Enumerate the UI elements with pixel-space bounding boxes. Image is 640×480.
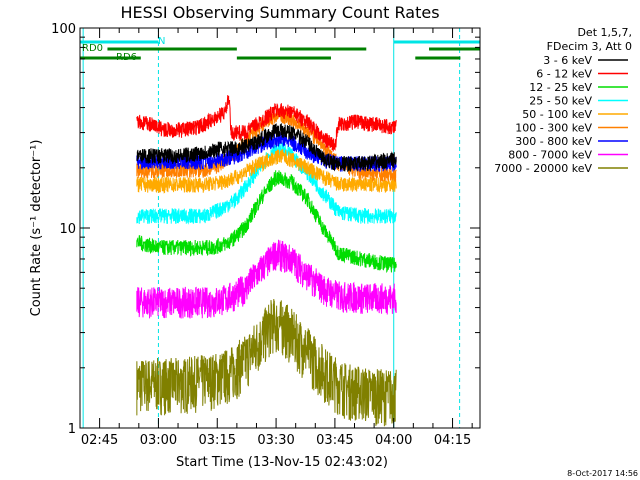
series-line-0 [136,122,397,172]
x-tick-label: 03:15 [199,433,236,448]
legend-label-6: 300 - 800 keV [515,135,592,148]
legend-label-7: 800 - 7000 keV [508,149,592,162]
legend-label-5: 100 - 300 keV [515,122,592,135]
annotation-label-rd0: RD0 [82,43,103,54]
legend-label-3: 25 - 50 keV [529,95,592,108]
legend-label-0: 3 - 6 keV [543,54,592,67]
x-tick-label: 03:45 [316,433,353,448]
series-line-1 [136,95,397,152]
series-line-2 [136,170,397,274]
x-tick-label: 04:15 [434,433,471,448]
y-tick-label: 100 [51,22,76,37]
annotation-label-n: N [158,36,165,47]
y-tick-label: 10 [59,222,76,237]
x-tick-label: 03:00 [140,433,177,448]
x-axis-label: Start Time (13-Nov-15 02:43:02) [176,455,388,470]
axes: 1 10 100 02:45 03:00 03:15 03:30 03:45 04:00 04:1… [51,22,481,448]
series-line-4 [136,149,397,194]
legend-label-8: 7000 - 20000 keV [494,162,592,175]
x-tick-label: 03:30 [257,433,294,448]
legend-header-1: Det 1,5,7, [577,26,632,39]
y-axis-label: Count Rate (s⁻¹ detector⁻¹) [29,140,44,317]
series-line-8 [136,298,397,427]
legend-label-2: 12 - 25 keV [529,81,592,94]
legend-label-1: 6 - 12 keV [536,68,592,81]
annotation-label-rd6: RD6 [116,52,137,63]
plot-area: N RD0 RD6 [80,28,480,428]
footer-date: 8-Oct-2017 14:56 [567,469,638,478]
chart-title: HESSI Observing Summary Count Rates [120,3,439,22]
y-tick-label: 1 [68,422,76,437]
legend-label-4: 50 - 100 keV [522,108,592,121]
legend-header-2: FDecim 3, Att 0 [547,40,632,53]
x-tick-label: 02:45 [81,433,118,448]
series-line-7 [136,239,397,319]
x-tick-label: 04:00 [375,433,412,448]
